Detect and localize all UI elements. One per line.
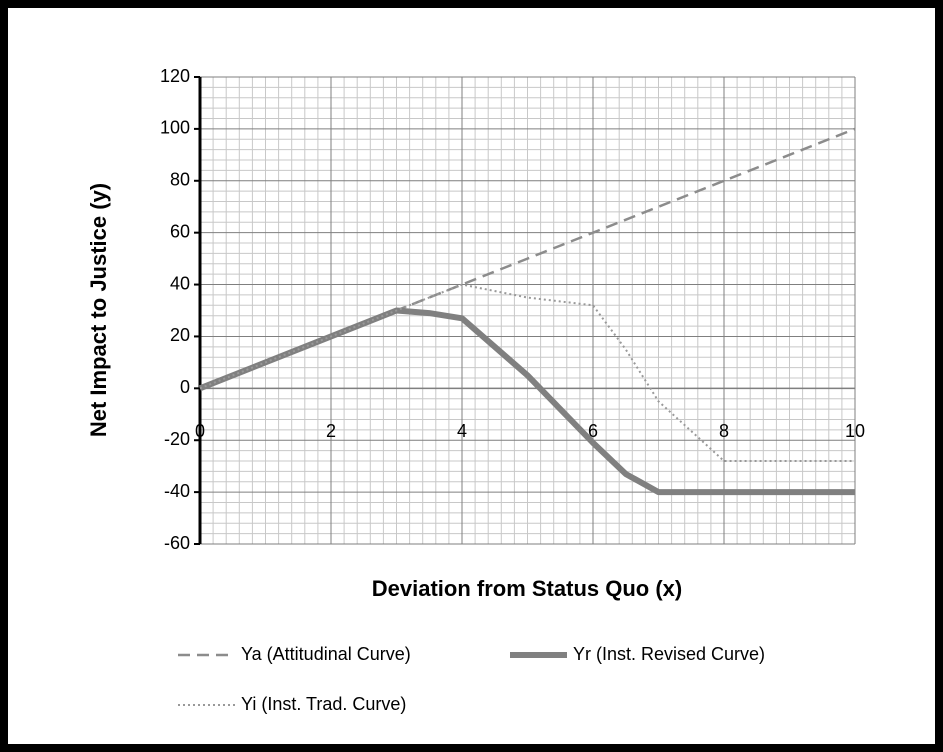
y-tick-label: -20: [164, 429, 190, 449]
y-tick-label: -60: [164, 533, 190, 553]
x-tick-label: 4: [457, 421, 467, 441]
y-tick-label: 0: [180, 377, 190, 397]
legend-label: Ya (Attitudinal Curve): [241, 644, 411, 664]
y-tick-label: -40: [164, 481, 190, 501]
x-tick-label: 6: [588, 421, 598, 441]
legend-label: Yr (Inst. Revised Curve): [573, 644, 765, 664]
y-tick-label: 20: [170, 325, 190, 345]
x-tick-label: 2: [326, 421, 336, 441]
y-tick-label: 120: [160, 66, 190, 86]
x-tick-label: 10: [845, 421, 865, 441]
y-axis-label: Net Impact to Justice (y): [86, 183, 111, 437]
y-tick-label: 80: [170, 170, 190, 190]
x-axis-label: Deviation from Status Quo (x): [372, 576, 682, 601]
y-tick-label: 40: [170, 273, 190, 293]
y-tick-label: 60: [170, 221, 190, 241]
x-tick-label: 8: [719, 421, 729, 441]
line-series: [199, 283, 855, 462]
y-tick-label: 100: [160, 118, 190, 138]
legend-label: Yi (Inst. Trad. Curve): [241, 694, 406, 714]
